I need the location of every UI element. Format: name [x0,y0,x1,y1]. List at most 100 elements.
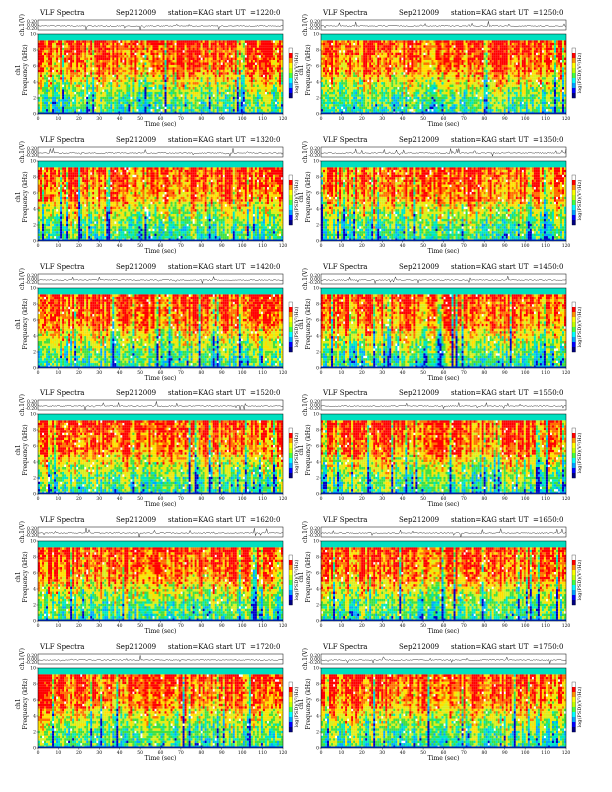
spectrogram-cell [229,65,231,68]
spectrogram-cell [158,75,160,78]
spectrogram-cell [197,72,199,75]
spectrogram-cell [177,65,179,68]
spectrogram-cell [112,58,114,61]
spectrogram-cell [82,70,84,73]
spectrogram-cell [102,109,104,112]
spectrogram-cell [54,99,56,102]
spectrogram-cell [223,45,225,48]
spectrogram-cell [98,50,100,53]
spectrogram-cell [98,107,100,110]
spectrogram-cell [100,75,102,78]
spectrogram-cell [40,72,42,75]
spectrogram-cell [219,82,221,85]
spectrogram-cell [66,85,68,88]
spectrogram-cell [90,55,92,58]
spectrogram-cell [146,67,148,70]
spectrogram-cell [199,109,201,112]
spectrogram-cell [76,58,78,61]
spectrogram-cell [205,62,207,64]
spectrogram-cell [136,77,138,80]
spectrogram-cell [90,75,92,78]
spectrogram-cell [82,55,84,58]
spectrogram-cell [187,53,189,56]
spectrogram-cell [66,40,68,43]
spectrogram-cell [52,75,54,78]
spectrogram-cell [130,99,132,102]
spectrogram-cell [229,43,231,46]
spectrogram-cell [100,67,102,70]
spectrogram-cell [199,92,201,95]
spectrogram-cell [102,85,104,88]
spectrogram-cell [171,75,173,78]
spectrogram-cell [40,40,42,43]
spectrogram-cell [130,72,132,75]
spectrogram-cell [126,67,128,70]
spectrogram-cell [86,99,88,102]
spectrogram-cell [207,89,209,92]
spectrogram-cell [92,60,94,63]
spectrogram-cell [227,45,229,48]
spectrogram-cell [112,82,114,85]
spectrogram-cell [50,40,52,43]
spectrogram-cell [223,94,225,97]
spectrogram-cell [86,40,88,43]
spectrogram-cell [72,77,74,80]
spectrogram-cell [181,80,183,83]
spectrogram-cell [177,94,179,97]
spectrogram-cell [100,94,102,97]
spectrogram-cell [195,75,197,78]
spectrogram-cell [42,72,44,75]
spectrogram-cell [227,48,229,51]
spectrogram-cell [150,99,152,102]
spectrogram-cell [54,65,56,68]
spectrogram-cell [116,58,118,61]
spectrogram-cell [116,62,118,64]
spectrogram-cell [136,92,138,95]
spectrogram-cell [116,45,118,48]
spectrogram-cell [128,104,130,107]
spectrogram-cell [197,53,199,56]
spectrogram-cell [64,55,66,58]
spectrogram-cell [209,72,211,75]
spectrogram-cell [217,99,219,102]
spectrogram-cell [201,107,203,110]
spectrogram-cell [108,89,110,92]
spectrogram-cell [58,80,60,83]
spectrogram-cell [187,102,189,105]
spectrogram-cell [205,50,207,53]
spectrogram-cell [124,97,126,100]
spectrogram-cell [158,104,160,107]
spectrogram-cell [110,99,112,102]
spectrogram-cell [209,109,211,112]
spectrogram-cell [207,109,209,112]
spectrogram-cell [211,67,213,70]
spectrogram-cell [70,60,72,63]
spectrogram-cell [124,53,126,56]
spectrogram-cell [142,104,144,107]
spectrogram-cell [84,53,86,56]
spectrogram-cell [64,58,66,61]
spectrogram-cell [100,40,102,43]
spectrogram-cell [187,43,189,46]
spectrogram-cell [118,70,120,73]
spectrogram-cell [94,45,96,48]
spectrogram-cell [177,102,179,105]
spectrogram-cell [108,92,110,95]
spectrogram-cell [110,65,112,68]
spectrogram-cell [163,55,165,58]
spectrogram-cell [98,43,100,46]
spectrogram-cell [136,55,138,58]
spectrogram-cell [48,55,50,58]
spectrogram-cell [152,89,154,92]
spectrogram-cell [205,77,207,80]
spectrogram-cell [118,85,120,88]
spectrogram-cell [183,80,185,83]
spectrogram-cell [179,80,181,83]
spectrogram-cell [122,109,124,112]
spectrogram-cell [173,87,175,90]
spectrogram-cell [66,109,68,112]
spectrogram-cell [110,50,112,53]
spectrogram-cell [144,43,146,46]
spectrogram-cell [38,109,40,112]
spectrogram-cell [52,102,54,105]
